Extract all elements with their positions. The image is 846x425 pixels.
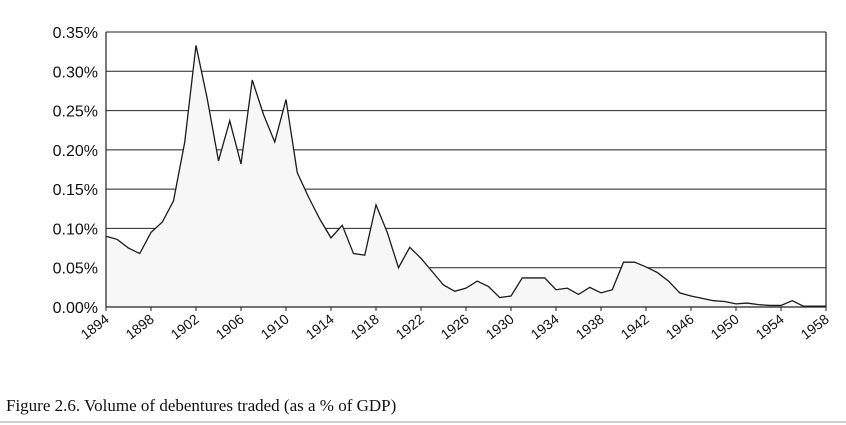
x-tick-label: 1942	[617, 311, 652, 343]
figure-caption: Figure 2.6. Volume of debentures traded …	[6, 396, 397, 415]
y-tick-label: 0.15%	[53, 182, 98, 199]
y-tick-label: 0.35%	[53, 25, 98, 42]
plot-frame	[105, 32, 827, 308]
x-tick-label: 1922	[392, 311, 427, 343]
x-axis-ticks: 1894 1898 1902 1906 1910 1914 1918 1922 1926 1930…	[77, 307, 832, 343]
x-tick-label: 1906	[212, 311, 247, 343]
y-tick-label: 0.05%	[53, 261, 98, 278]
area-series	[106, 45, 826, 308]
x-tick-label: 1898	[122, 311, 157, 343]
x-tick-label: 1950	[707, 311, 742, 343]
x-tick-label: 1954	[752, 311, 787, 343]
x-tick-label: 1914	[302, 311, 337, 343]
y-tick-label: 0.30%	[53, 64, 98, 81]
x-tick-label: 1902	[167, 311, 202, 343]
chart: 0.00% 0.05% 0.10% 0.15% 0.20% 0.25% 0.30% 0.35%…	[53, 25, 832, 343]
x-tick-label: 1910	[257, 311, 292, 343]
y-tick-label: 0.25%	[53, 104, 98, 121]
x-tick-label: 1938	[572, 311, 607, 343]
x-tick-label: 1934	[527, 311, 562, 343]
x-tick-label: 1930	[482, 311, 517, 343]
bottom-divider	[0, 421, 846, 423]
y-tick-label: 0.10%	[53, 221, 98, 238]
x-tick-label: 1918	[347, 311, 382, 343]
x-tick-label: 1926	[437, 311, 472, 343]
y-axis-ticks: 0.00% 0.05% 0.10% 0.15% 0.20% 0.25% 0.30% 0.35%	[53, 25, 98, 317]
line-series	[105, 45, 826, 307]
y-tick-label: 0.00%	[53, 300, 98, 317]
x-tick-label: 1958	[797, 311, 832, 343]
y-tick-label: 0.20%	[53, 143, 98, 160]
x-tick-label: 1946	[662, 311, 697, 343]
